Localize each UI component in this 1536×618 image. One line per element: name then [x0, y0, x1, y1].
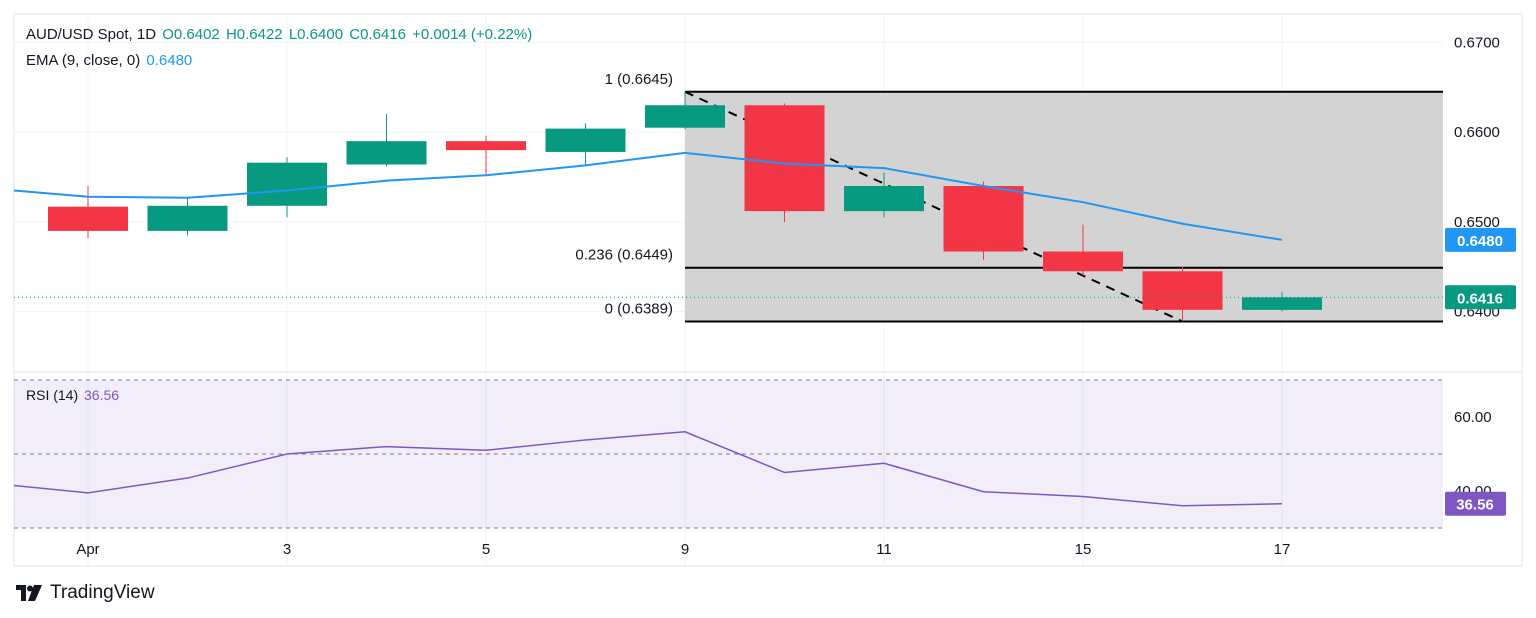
candle-body	[744, 105, 825, 212]
last-price-badge-bg	[1445, 285, 1516, 310]
fib-level-label: 1 (0.6645)	[605, 71, 673, 88]
symbol-label[interactable]: AUD/USD Spot, 1D	[26, 26, 157, 43]
ema-label[interactable]: EMA (9, close, 0)	[26, 52, 141, 69]
candle-body	[645, 105, 725, 128]
last-price-badge-text: 0.6416	[1457, 290, 1503, 307]
candle-body	[1142, 271, 1223, 310]
fib-level-label: 0.236 (0.6449)	[575, 247, 673, 264]
price-tick-label: 0.6700	[1454, 34, 1500, 51]
fib-level-label: 0 (0.6389)	[605, 301, 673, 318]
close-value: C0.6416	[349, 26, 406, 43]
time-tick-label: 11	[876, 541, 892, 558]
time-tick-label: 5	[482, 541, 490, 558]
candle-body	[844, 186, 924, 212]
rsi-legend: RSI (14) 36.56	[26, 387, 121, 403]
ema-price-badge-text: 0.6480	[1457, 233, 1503, 250]
rsi-pane	[13, 379, 1443, 529]
fib-trend-line	[684, 90, 1183, 323]
high-value: H0.6422	[225, 26, 283, 43]
rsi-badge-bg	[1445, 491, 1506, 516]
change-value: +0.0014 (+0.22%)	[412, 26, 533, 43]
rsi-series	[13, 431, 1283, 507]
candle-body	[943, 186, 1024, 252]
rsi-label[interactable]: RSI (14)	[26, 387, 79, 403]
rsi-value: 36.56	[84, 387, 120, 403]
time-tick-label: 17	[1274, 541, 1291, 558]
tradingview-logo[interactable]: TradingView	[16, 582, 155, 604]
rsi-tick-label: 60.00	[1454, 409, 1492, 426]
ema-value: 0.6480	[146, 52, 193, 69]
candle-body	[346, 141, 427, 165]
candle-body	[545, 128, 626, 152]
time-tick-label: Apr	[76, 541, 99, 558]
candle-body	[247, 162, 327, 206]
tradingview-icon	[16, 585, 42, 601]
price-tick-label: 0.6500	[1454, 214, 1500, 231]
price-legend: AUD/USD Spot, 1D O0.6402 H0.6422 L0.6400…	[26, 26, 534, 43]
open-value: O0.6402	[162, 26, 220, 43]
rsi-badge-text: 36.56	[1456, 497, 1494, 514]
price-tick-label: 0.6600	[1454, 124, 1500, 141]
candle-body	[48, 206, 128, 231]
time-tick-label: 9	[681, 541, 689, 558]
candles	[48, 91, 1322, 322]
candle-body	[446, 141, 526, 151]
ema-legend: EMA (9, close, 0) 0.6480	[26, 52, 194, 69]
low-value: L0.6400	[288, 26, 344, 43]
ema-price-badge-bg	[1445, 227, 1516, 252]
ema-series	[13, 151, 1283, 241]
price-badges: 0.6480 0.6416 36.56	[1445, 227, 1516, 516]
time-tick-label: 15	[1075, 541, 1092, 558]
ema-line	[13, 151, 1443, 298]
candle-body	[147, 205, 228, 231]
time-axis[interactable]: Apr 3 5 9 11 15 17	[76, 541, 1290, 558]
candle-body	[1043, 251, 1123, 272]
brand-name: TradingView	[50, 582, 155, 603]
candle-body	[1242, 297, 1322, 310]
time-tick-label: 3	[283, 541, 291, 558]
